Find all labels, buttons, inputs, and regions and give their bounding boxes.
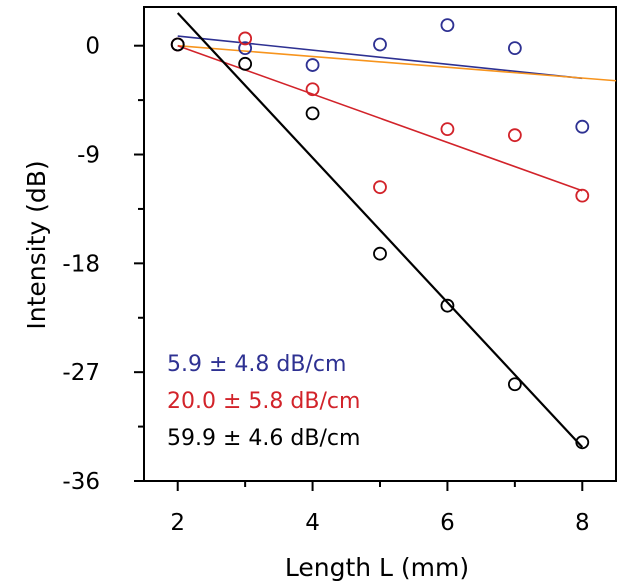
x-tick-label: 2 xyxy=(170,510,185,536)
data-point xyxy=(373,180,387,195)
x-tick-label: 6 xyxy=(440,510,455,536)
x-tick-label: 8 xyxy=(575,510,590,536)
data-point xyxy=(238,41,253,56)
y-tick-label: -9 xyxy=(77,143,100,169)
data-point xyxy=(507,128,522,143)
data-point xyxy=(373,246,387,261)
fit-line xyxy=(177,35,583,80)
y-tick-label: -27 xyxy=(62,360,100,386)
data-point xyxy=(238,56,253,71)
data-point xyxy=(440,298,455,313)
data-point xyxy=(305,82,320,97)
y-tick-label: -18 xyxy=(62,251,100,277)
y-tick-label: -36 xyxy=(62,469,100,495)
data-point xyxy=(440,18,455,33)
fit-line xyxy=(177,44,617,82)
data-point xyxy=(575,435,590,450)
data-point xyxy=(305,106,320,121)
legend-entry-black: 59.9 ± 4.6 dB/cm xyxy=(167,426,360,451)
x-tick-label: 4 xyxy=(305,510,320,536)
data-point xyxy=(305,58,320,72)
data-point xyxy=(170,37,185,52)
x-axis: 2 4 6 8 xyxy=(170,481,590,536)
data-point xyxy=(440,122,455,137)
x-axis-title: Length L (mm) xyxy=(285,553,469,582)
data-point xyxy=(373,37,387,52)
fit-lines xyxy=(176,12,617,448)
data-point xyxy=(575,119,590,134)
fit-line xyxy=(176,12,584,448)
data-point xyxy=(507,377,522,392)
data-point xyxy=(575,188,590,203)
legend-entry-blue: 5.9 ± 4.8 dB/cm xyxy=(167,352,346,377)
legend-entry-red: 20.0 ± 5.8 dB/cm xyxy=(167,389,360,414)
y-tick-label: 0 xyxy=(85,34,100,60)
data-point xyxy=(238,31,253,46)
y-axis: 0 -9 -18 -27 -36 xyxy=(62,34,144,495)
data-points xyxy=(170,18,590,450)
y-axis-title: Intensity (dB) xyxy=(22,160,51,329)
data-point xyxy=(507,41,522,56)
fit-line xyxy=(177,44,583,192)
